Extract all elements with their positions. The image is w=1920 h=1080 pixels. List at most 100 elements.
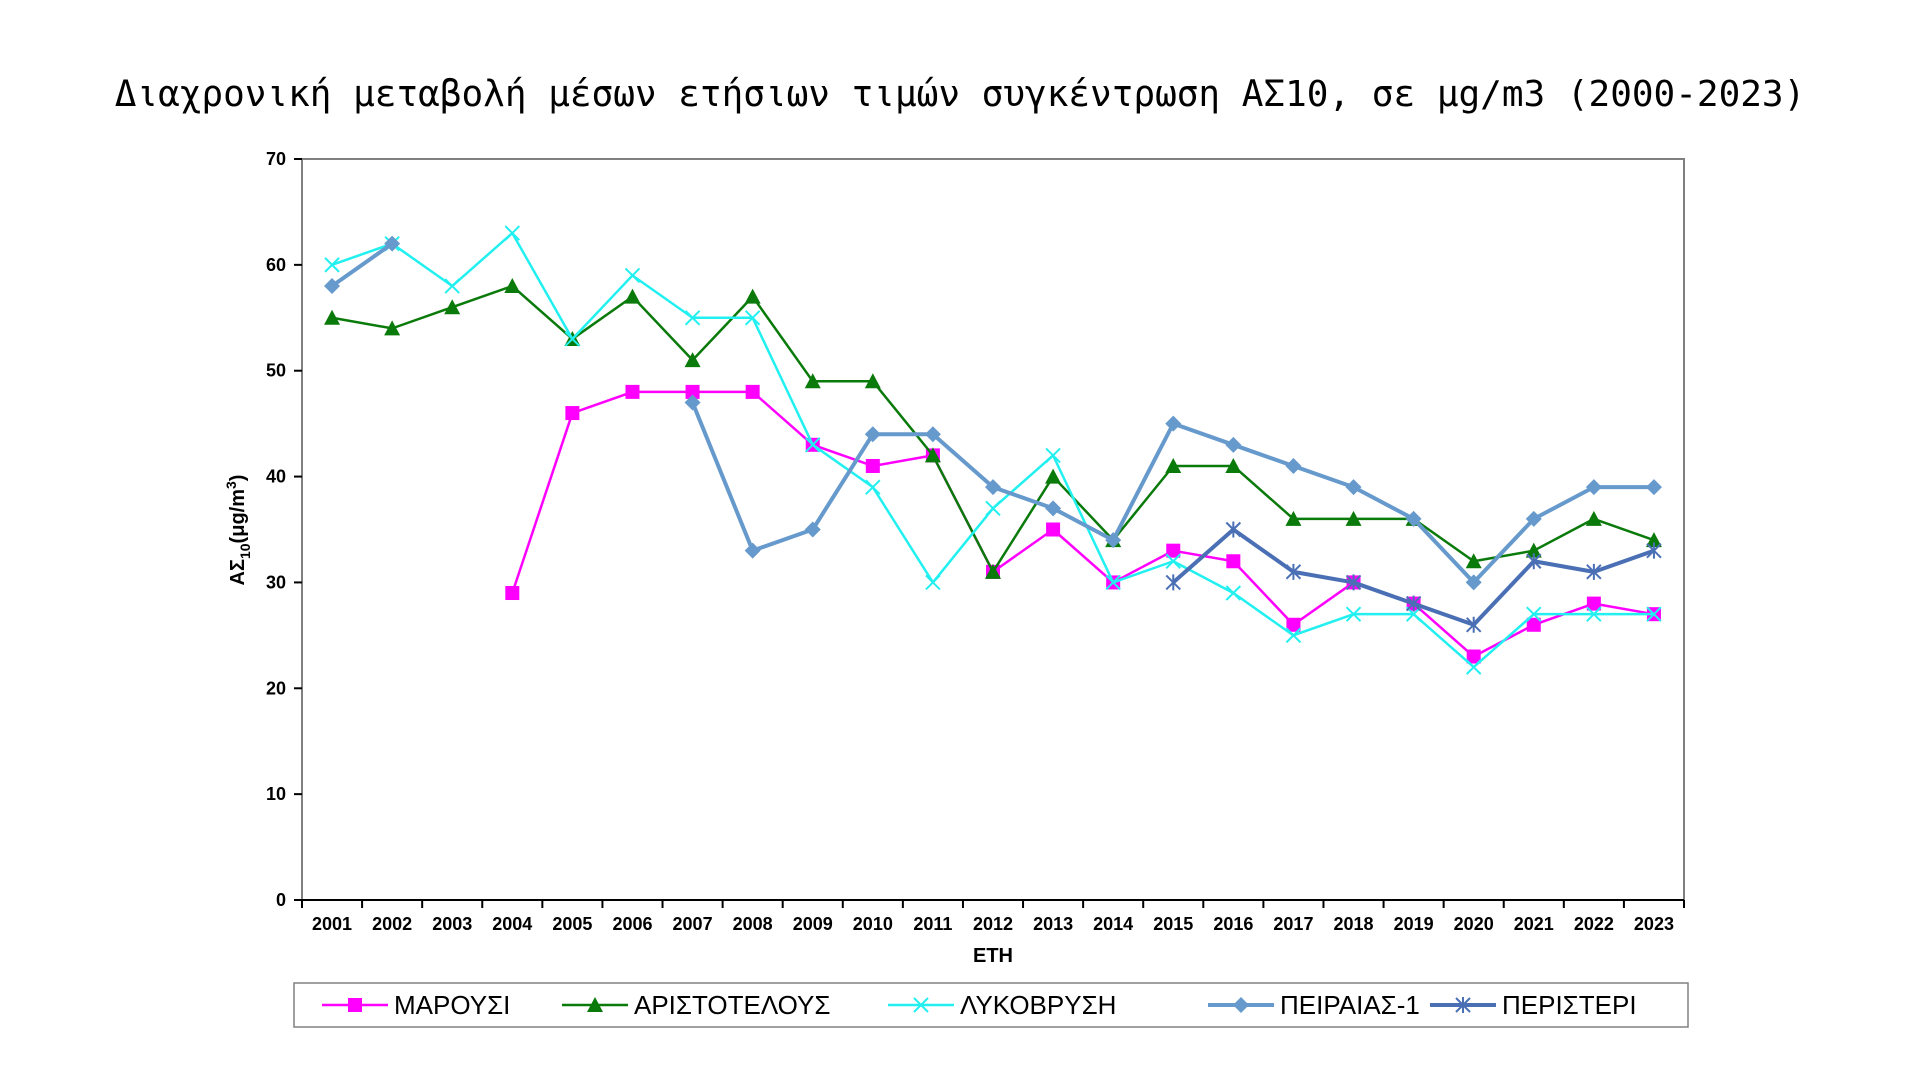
data-point [1285, 627, 1302, 644]
data-point [1285, 457, 1302, 474]
y-tick-label: 70 [266, 149, 286, 169]
x-axis-ticks: 2001 2002 2003 2004 2005 2006 2007 2008 2009 2010… [301, 899, 1685, 934]
data-point [504, 225, 521, 241]
data-point [1165, 574, 1181, 591]
x-tick-label: 2002 [372, 914, 412, 934]
y-axis-label-sup: 3 [223, 481, 239, 489]
data-point [1225, 585, 1242, 601]
data-point [1345, 606, 1362, 622]
data-point [685, 384, 700, 399]
legend-entry-3: ΛΥΚΟΒΡΥΣΗ [888, 990, 1116, 1020]
legend: ΜΑΡΟΥΣΙ ΑΡΙΣΤΟΤΕΛΟΥΣ ΛΥΚΟΒΡΥΣΗ ΠΕΙΡΑΙΑΣ-1 ΠΕ… [293, 982, 1689, 1028]
legend-swatch-marker [348, 998, 362, 1012]
data-point [924, 447, 941, 463]
chart-title: Διαχρονική μεταβολή μέσων ετήσιων τιμών … [115, 74, 1806, 115]
y-tick-label: 30 [266, 572, 286, 592]
data-point [504, 278, 521, 294]
data-point [625, 384, 640, 399]
data-point [384, 320, 401, 336]
data-point [1166, 543, 1181, 558]
x-tick-label: 2021 [1514, 914, 1554, 934]
data-point [745, 384, 760, 399]
data-point [744, 310, 761, 326]
data-point [1526, 606, 1542, 622]
data-point [1105, 532, 1122, 549]
legend-swatch-marker [1455, 997, 1471, 1013]
x-tick-label: 2015 [1153, 914, 1193, 934]
data-point [444, 299, 461, 315]
data-point [1585, 510, 1602, 526]
data-point [565, 406, 580, 421]
legend-swatch-marker [587, 997, 603, 1012]
x-tick-label: 2008 [733, 914, 773, 934]
data-point [624, 288, 641, 304]
x-tick-label: 2023 [1634, 914, 1674, 934]
legend-swatch-marker [1233, 997, 1249, 1013]
series-4 [324, 235, 1662, 591]
data-point [1465, 616, 1482, 633]
legend-entry-2: ΑΡΙΣΤΟΤΕΛΟΥΣ [562, 990, 830, 1020]
legend-label: ΜΑΡΟΥΣΙ [394, 990, 510, 1020]
data-point [684, 394, 701, 411]
legend-entry-1: ΜΑΡΟΥΣΙ [322, 990, 510, 1020]
data-point [1586, 606, 1602, 622]
data-point [864, 373, 881, 389]
plot-area-frame [301, 158, 1685, 901]
x-tick-label: 2005 [552, 914, 592, 934]
x-tick-label: 2014 [1093, 914, 1133, 934]
data-point [1405, 510, 1422, 527]
data-point [1225, 436, 1242, 453]
data-point [1165, 457, 1182, 473]
data-point [1646, 542, 1662, 559]
data-point [1525, 542, 1542, 558]
data-point [1466, 649, 1481, 664]
data-point [1645, 479, 1662, 496]
data-point [924, 426, 941, 443]
y-tick-label: 0 [276, 890, 286, 910]
x-tick-label: 2012 [973, 914, 1013, 934]
y-axis-ticks: 0 10 20 30 40 50 60 70 [266, 149, 302, 910]
data-point [324, 278, 341, 295]
data-point [805, 437, 821, 453]
data-point [684, 352, 701, 368]
x-tick-label: 2013 [1033, 914, 1073, 934]
legend-label: ΛΥΚΟΒΡΥΣΗ [960, 990, 1116, 1020]
data-point [1526, 617, 1541, 632]
x-tick-label: 2001 [312, 914, 352, 934]
x-axis-label: ΕΤΗ [973, 945, 1013, 967]
x-tick-label: 2010 [853, 914, 893, 934]
data-point [444, 278, 460, 294]
data-point [1645, 532, 1662, 548]
x-tick-label: 2020 [1454, 914, 1494, 934]
data-point [384, 235, 401, 252]
data-point [1586, 563, 1602, 580]
data-point [1526, 553, 1542, 570]
data-point [985, 563, 1001, 579]
series-line [331, 231, 1654, 669]
data-point [1345, 479, 1362, 496]
data-point [985, 479, 1001, 496]
data-point [1465, 659, 1482, 675]
data-point [564, 331, 581, 347]
series-3 [324, 225, 1662, 675]
x-tick-label: 2022 [1574, 914, 1614, 934]
x-tick-label: 2016 [1213, 914, 1253, 934]
x-tick-label: 2011 [913, 914, 952, 934]
data-point [925, 574, 941, 591]
data-point [1046, 522, 1061, 537]
y-tick-label: 50 [266, 361, 286, 381]
data-point [1465, 574, 1482, 591]
x-tick-label: 2004 [492, 914, 532, 934]
series-5 [1165, 521, 1662, 633]
x-tick-label: 2018 [1333, 914, 1373, 934]
y-axis-label: ΑΣ10(μg/m3) [223, 475, 253, 586]
legend-swatch-marker [913, 997, 929, 1013]
legend-label: ΠΕΡΙΣΤΕΡΙ [1502, 990, 1637, 1020]
data-point [1165, 553, 1181, 569]
data-point [865, 479, 881, 495]
data-point [1345, 510, 1362, 526]
data-point [744, 288, 761, 304]
data-point [1285, 563, 1302, 580]
data-point [324, 257, 340, 273]
